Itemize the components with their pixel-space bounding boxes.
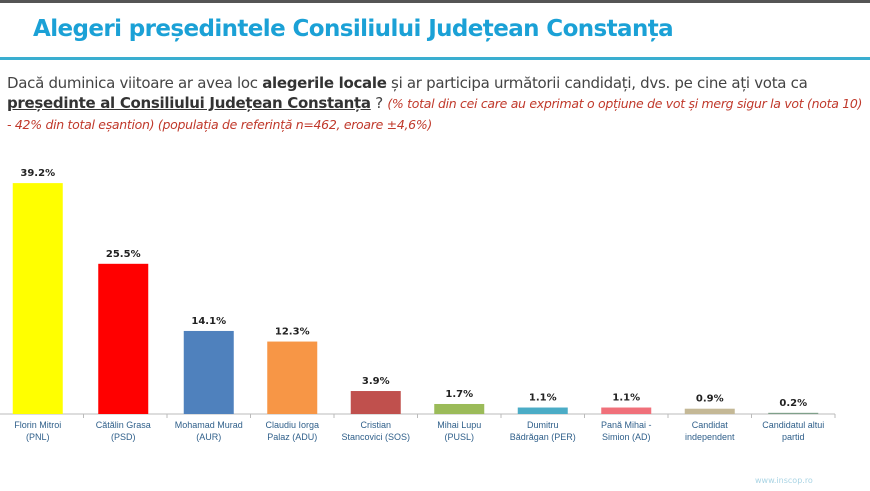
question-underline: președinte al Consiliului Județean Const… <box>7 94 371 112</box>
question-text-2: și ar participa următorii candidați, dvs… <box>386 74 808 92</box>
data-label: 1.1% <box>529 393 557 404</box>
question-text-3: ? <box>370 94 388 112</box>
x-tick-label: Mohamad Murad (AUR) <box>175 420 243 442</box>
bar <box>684 408 735 414</box>
watermark: www.inscop.ro <box>755 476 813 485</box>
data-label: 1.7% <box>445 389 473 400</box>
x-tick-label: Cristian Stancovici (SOS) <box>341 420 410 442</box>
data-label: 1.1% <box>612 393 640 404</box>
bar <box>350 391 401 414</box>
x-tick-label: Candidatul altui partid <box>762 420 824 442</box>
bar <box>98 263 149 414</box>
bar <box>601 407 652 414</box>
title-divider <box>0 57 870 60</box>
bar <box>183 330 234 414</box>
bar <box>434 403 485 414</box>
bar <box>517 407 568 414</box>
data-label: 0.9% <box>696 394 724 405</box>
x-tick-label: Claudiu Iorga Palaz (ADU) <box>265 420 319 442</box>
x-tick-label: Dumitru Bădrăgan (PER) <box>510 420 576 442</box>
data-label: 14.1% <box>191 316 226 327</box>
top-border <box>0 0 870 3</box>
data-label: 3.9% <box>362 376 390 387</box>
question-text-1: Dacă duminica viitoare ar avea loc <box>7 74 263 92</box>
question-bold: alegerile locale <box>262 74 387 92</box>
bar <box>267 341 318 414</box>
x-tick-label: Candidat independent <box>685 420 735 442</box>
data-label: 0.2% <box>779 398 807 409</box>
bar <box>12 183 63 414</box>
question-note: (% total din cei care au exprimat o opți… <box>7 96 863 132</box>
x-tick-label: Pană Mihai -Simion (AD) <box>601 420 652 442</box>
survey-question: Dacă duminica viitoare ar avea loc alege… <box>7 73 867 135</box>
x-tick-label: Mihai Lupu (PUSL) <box>437 420 481 442</box>
data-label: 25.5% <box>106 249 141 260</box>
data-label: 12.3% <box>275 327 310 338</box>
data-label: 39.2% <box>20 168 55 179</box>
page-title: Alegeri președintele Consiliului Județea… <box>33 16 674 42</box>
bar <box>768 412 819 414</box>
x-tick-label: Florin Mitroi (PNL) <box>14 420 61 442</box>
x-tick-label: Cătălin Grasa (PSD) <box>96 420 151 442</box>
